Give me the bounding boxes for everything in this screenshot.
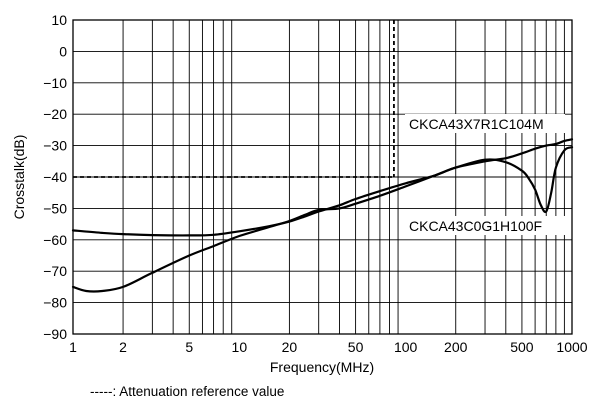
y-axis-label: Crosstalk(dB): [11, 135, 27, 220]
y-tick-label: −80: [43, 295, 67, 311]
series-line-2: [71, 146, 574, 293]
series2-label-bg: [405, 216, 565, 235]
y-tick-label: −20: [43, 106, 67, 122]
y-tick-label: −90: [43, 326, 67, 342]
x-tick-label: 1000: [556, 339, 587, 355]
y-tick-label: −50: [43, 200, 67, 216]
x-tick-label: 2: [119, 339, 127, 355]
x-tick-label: 20: [282, 339, 298, 355]
reference-legend-note: -----: Attenuation reference value: [90, 384, 285, 399]
series-lines: [71, 138, 574, 293]
grid: [73, 19, 572, 335]
x-tick-label: 500: [510, 339, 534, 355]
x-tick-label: 10: [232, 339, 248, 355]
series2-label: CKCA43C0G1H100F: [409, 218, 542, 234]
x-tick-label: 50: [348, 339, 364, 355]
y-tick-label: −10: [43, 75, 67, 91]
series1-label-bg: [405, 114, 565, 133]
y-tick-label: −70: [43, 263, 67, 279]
reference-lines: [73, 20, 395, 178]
y-tick-label: −40: [43, 169, 67, 185]
tick-labels: 1 2 5 10 20 50 100 200 500 1000100−10−20−30−40−50…: [43, 12, 588, 355]
y-tick-label: 0: [59, 43, 67, 59]
x-tick-label: 100: [394, 339, 418, 355]
y-tick-label: −60: [43, 232, 67, 248]
series1-label: CKCA43X7R1C104M: [409, 116, 544, 132]
x-tick-label: 200: [444, 339, 468, 355]
series-line-1: [71, 138, 574, 237]
x-tick-label: 5: [185, 339, 193, 355]
y-tick-label: −30: [43, 138, 67, 154]
x-axis-label: Frequency(MHz): [270, 359, 374, 375]
x-tick-label: 1: [69, 339, 77, 355]
plot-frame: [72, 19, 573, 335]
y-tick-label: 10: [51, 12, 67, 28]
